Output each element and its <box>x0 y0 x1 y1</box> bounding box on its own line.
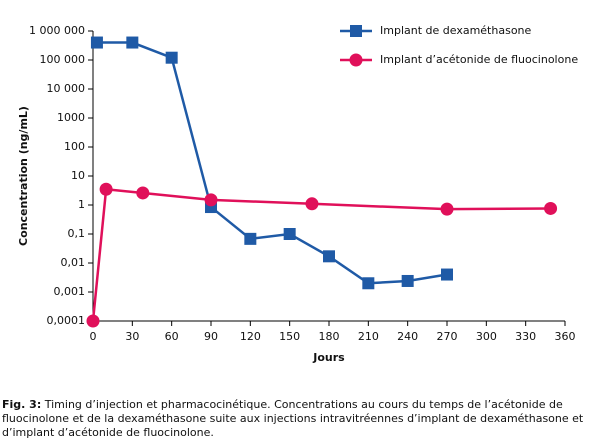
marker <box>362 277 375 290</box>
x-tick-label: 300 <box>476 330 497 343</box>
y-axis-title: Concentration (ng/mL) <box>17 106 30 246</box>
x-axis-title: Jours <box>312 351 345 364</box>
legend-marker <box>349 53 363 67</box>
x-tick-label: 210 <box>358 330 379 343</box>
series-line <box>91 187 551 322</box>
legend-marker <box>350 25 362 37</box>
y-tick-label: 1 000 000 <box>29 24 85 37</box>
y-tick-label: 0,01 <box>61 256 86 269</box>
y-tick-label: 0,0001 <box>47 314 86 327</box>
y-tick-label: 10 000 <box>47 82 86 95</box>
marker <box>401 274 414 287</box>
marker <box>440 202 454 216</box>
x-tick-label: 360 <box>555 330 576 343</box>
marker <box>86 314 100 328</box>
marker <box>544 201 558 215</box>
x-tick-label: 240 <box>397 330 418 343</box>
y-tick-label: 100 000 <box>40 53 86 66</box>
caption: Fig. 3: Timing d’injection et pharmacoci… <box>2 398 598 440</box>
series-line <box>96 41 448 285</box>
x-tick-label: 270 <box>437 330 458 343</box>
y-tick-label: 0,001 <box>54 285 86 298</box>
y-tick-label: 10 <box>71 169 85 182</box>
x-tick-label: 60 <box>165 330 179 343</box>
x-tick-label: 30 <box>125 330 139 343</box>
marker <box>441 268 453 281</box>
marker <box>204 193 218 207</box>
legend-label: Implant de dexaméthasone <box>380 24 532 37</box>
marker <box>136 186 150 200</box>
marker <box>90 36 103 49</box>
chart: Concentration (ng/mL) Jours 0,0001 0,001 0… <box>17 24 578 364</box>
y-tick-label: 100 <box>64 140 85 153</box>
marker <box>283 228 296 240</box>
marker <box>305 197 319 211</box>
caption-label: Fig. 3: <box>2 398 42 411</box>
caption-text: Timing d’injection et pharmacocinétique.… <box>2 398 584 439</box>
x-tick-label: 0 <box>90 330 97 343</box>
marker <box>99 182 113 196</box>
y-tick-label: 1 <box>78 198 85 211</box>
x-tick-label: 330 <box>515 330 536 343</box>
y-tick-label: 0,1 <box>68 227 86 240</box>
x-tick-label: 180 <box>319 330 340 343</box>
x-tick-label: 90 <box>204 330 218 343</box>
marker <box>126 36 139 49</box>
x-tick-label: 120 <box>240 330 261 343</box>
y-tick-label: 1000 <box>57 111 85 124</box>
marker <box>165 51 178 64</box>
legend-label: Implant d’acétonide de fluocinolone <box>380 53 578 66</box>
marker <box>244 232 257 245</box>
x-tick-label: 150 <box>279 330 300 343</box>
marker <box>323 250 335 263</box>
